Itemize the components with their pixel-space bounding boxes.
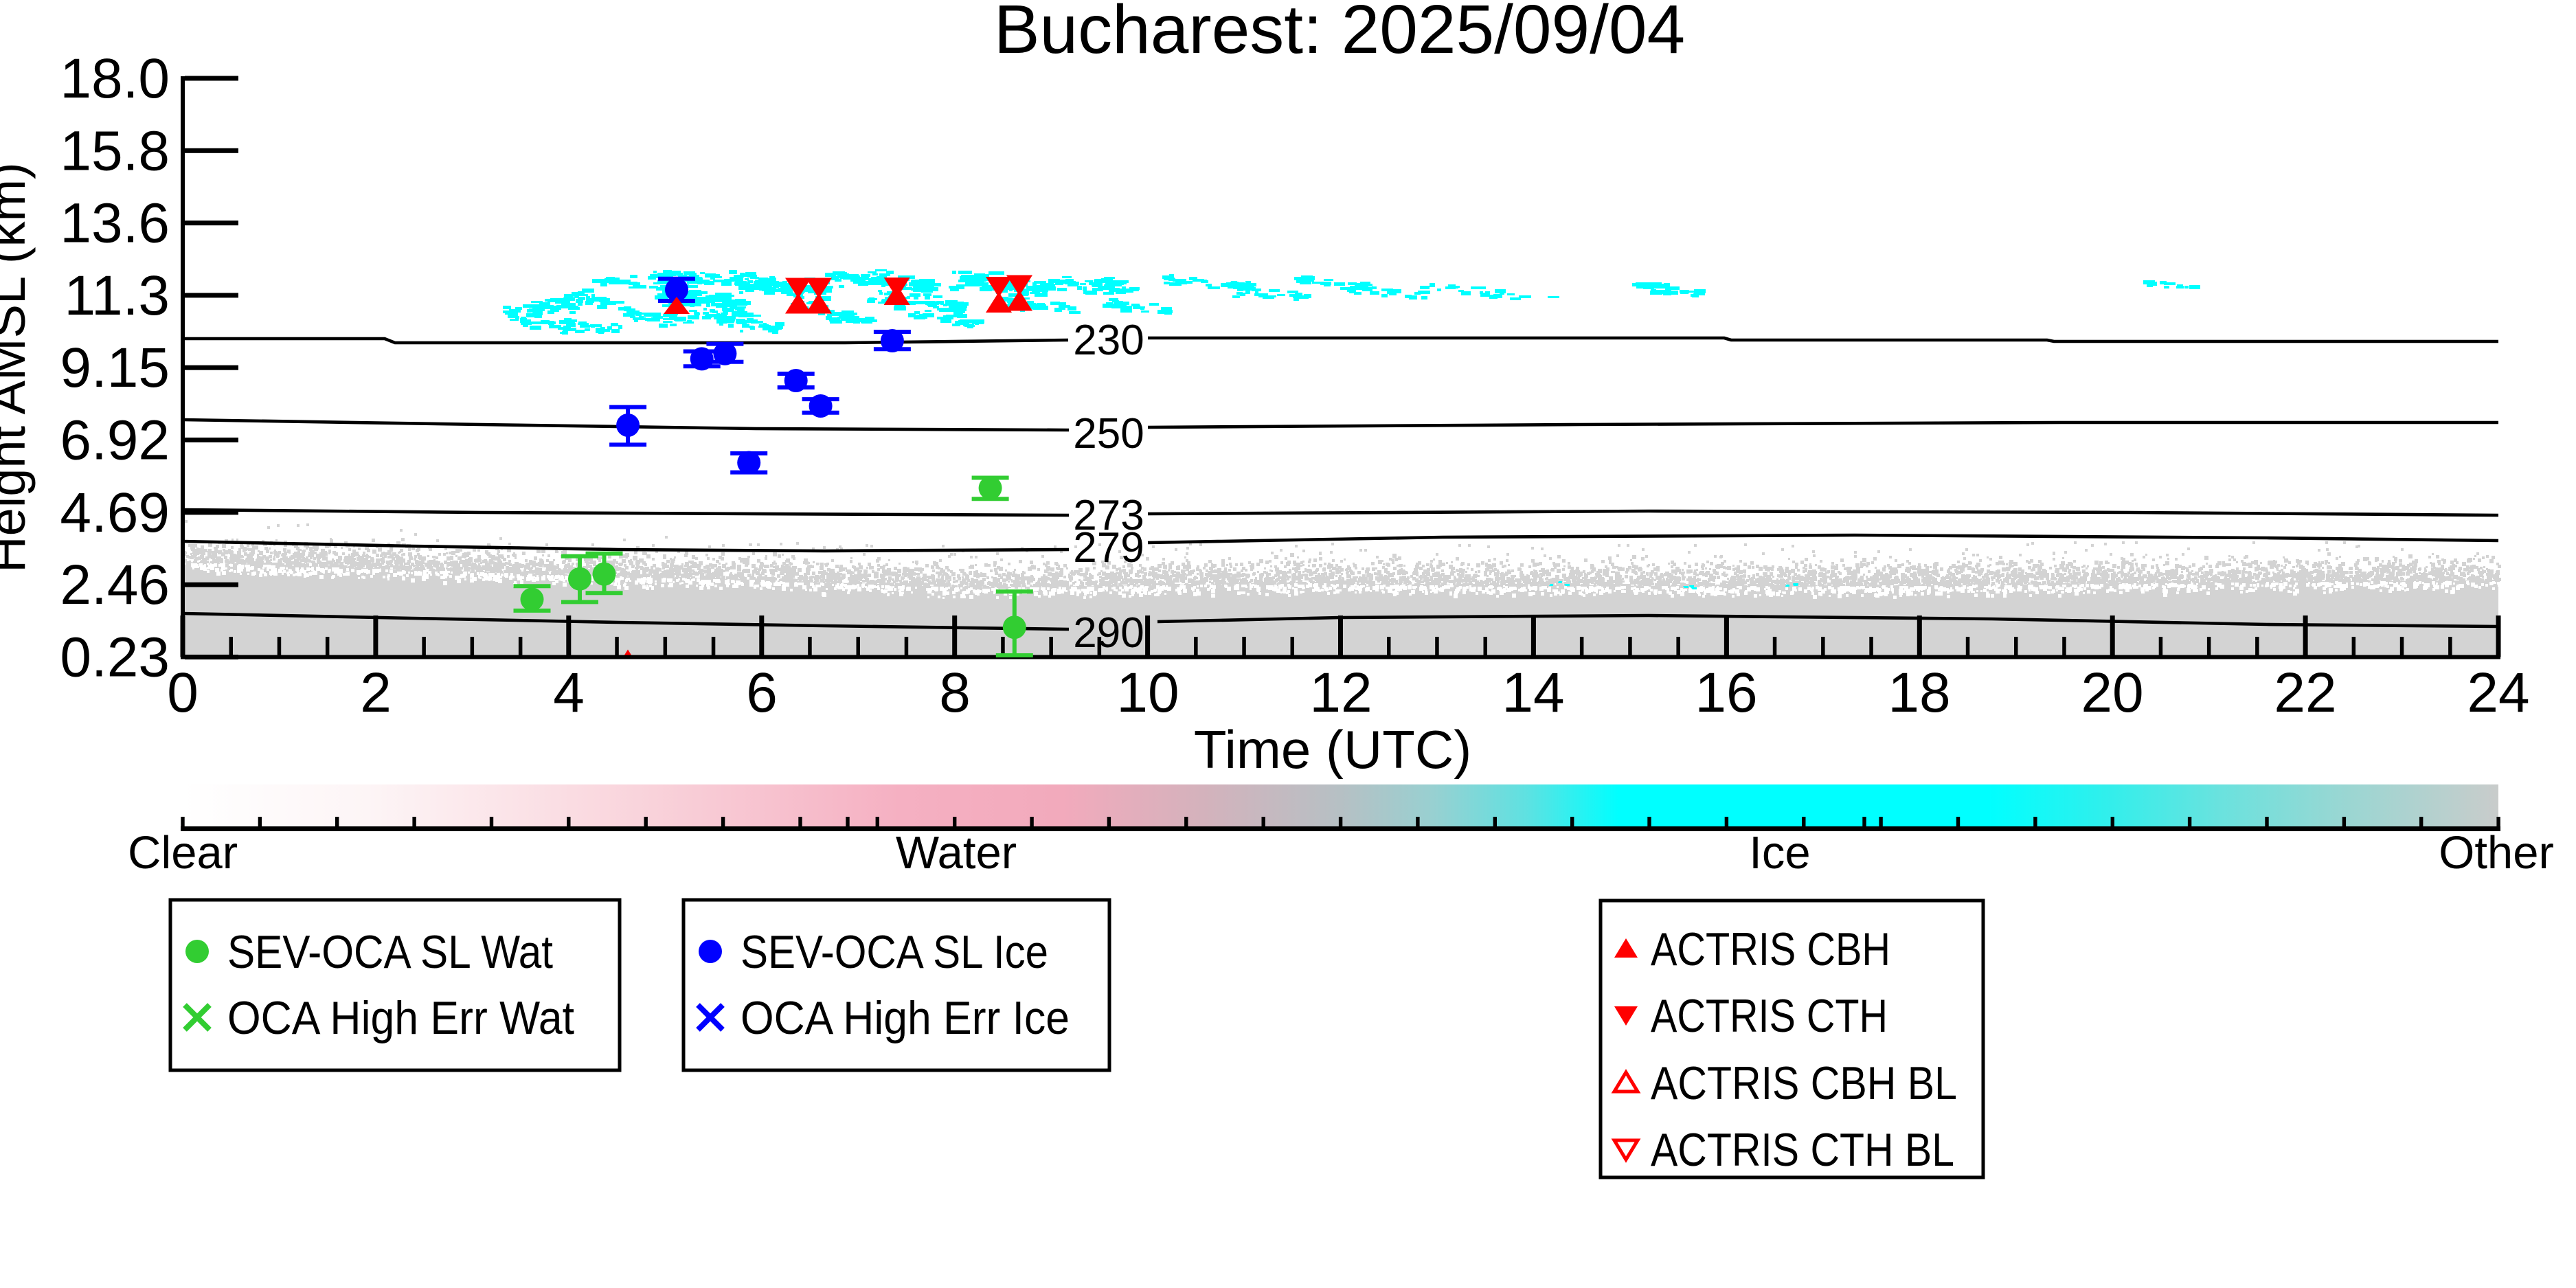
svg-text:15.8: 15.8 [60,120,170,182]
svg-text:10: 10 [1116,662,1179,724]
svg-text:SEV-OCA SL Wat: SEV-OCA SL Wat [227,926,553,978]
svg-text:2.46: 2.46 [60,554,170,616]
svg-text:4: 4 [553,662,585,724]
svg-text:ACTRIS CTH: ACTRIS CTH [1651,990,1888,1042]
svg-text:14: 14 [1502,662,1564,724]
svg-text:290: 290 [1073,609,1144,657]
svg-text:ACTRIS CBH: ACTRIS CBH [1651,923,1890,975]
svg-text:24: 24 [2467,662,2529,724]
svg-text:8: 8 [939,662,971,724]
svg-text:279: 279 [1073,524,1144,572]
svg-text:ACTRIS CBH BL: ACTRIS CBH BL [1651,1057,1957,1109]
svg-text:Ice: Ice [1749,827,1810,879]
svg-text:0: 0 [167,662,199,724]
svg-text:Bucharest: 2025/09/04: Bucharest: 2025/09/04 [994,0,1685,68]
svg-text:Water: Water [896,827,1017,879]
svg-text:SEV-OCA SL Ice: SEV-OCA SL Ice [741,926,1048,978]
svg-text:230: 230 [1073,317,1144,364]
svg-text:OCA High Err Ice: OCA High Err Ice [741,992,1070,1044]
svg-text:OCA High Err Wat: OCA High Err Wat [227,992,574,1044]
svg-text:250: 250 [1073,410,1144,457]
svg-text:6.92: 6.92 [60,409,170,472]
svg-text:11.3: 11.3 [64,264,170,327]
svg-text:Clear: Clear [128,827,238,879]
svg-text:20: 20 [2081,662,2143,724]
svg-text:6: 6 [746,662,778,724]
svg-text:16: 16 [1695,662,1757,724]
svg-text:18: 18 [1888,662,1950,724]
svg-text:273: 273 [1073,492,1144,539]
svg-text:ACTRIS CTH BL: ACTRIS CTH BL [1651,1124,1954,1176]
svg-text:Other: Other [2439,827,2554,879]
svg-text:4.69: 4.69 [60,482,170,544]
svg-text:12: 12 [1309,662,1372,724]
svg-text:2: 2 [360,662,392,724]
svg-text:22: 22 [2274,662,2336,724]
svg-text:Height AMSL (km): Height AMSL (km) [0,162,36,573]
svg-text:9.15: 9.15 [60,337,170,399]
svg-text:18.0: 18.0 [60,47,170,110]
svg-text:13.6: 13.6 [60,192,170,255]
svg-text:Time (UTC): Time (UTC) [1194,719,1471,780]
svg-text:0.23: 0.23 [60,626,170,689]
